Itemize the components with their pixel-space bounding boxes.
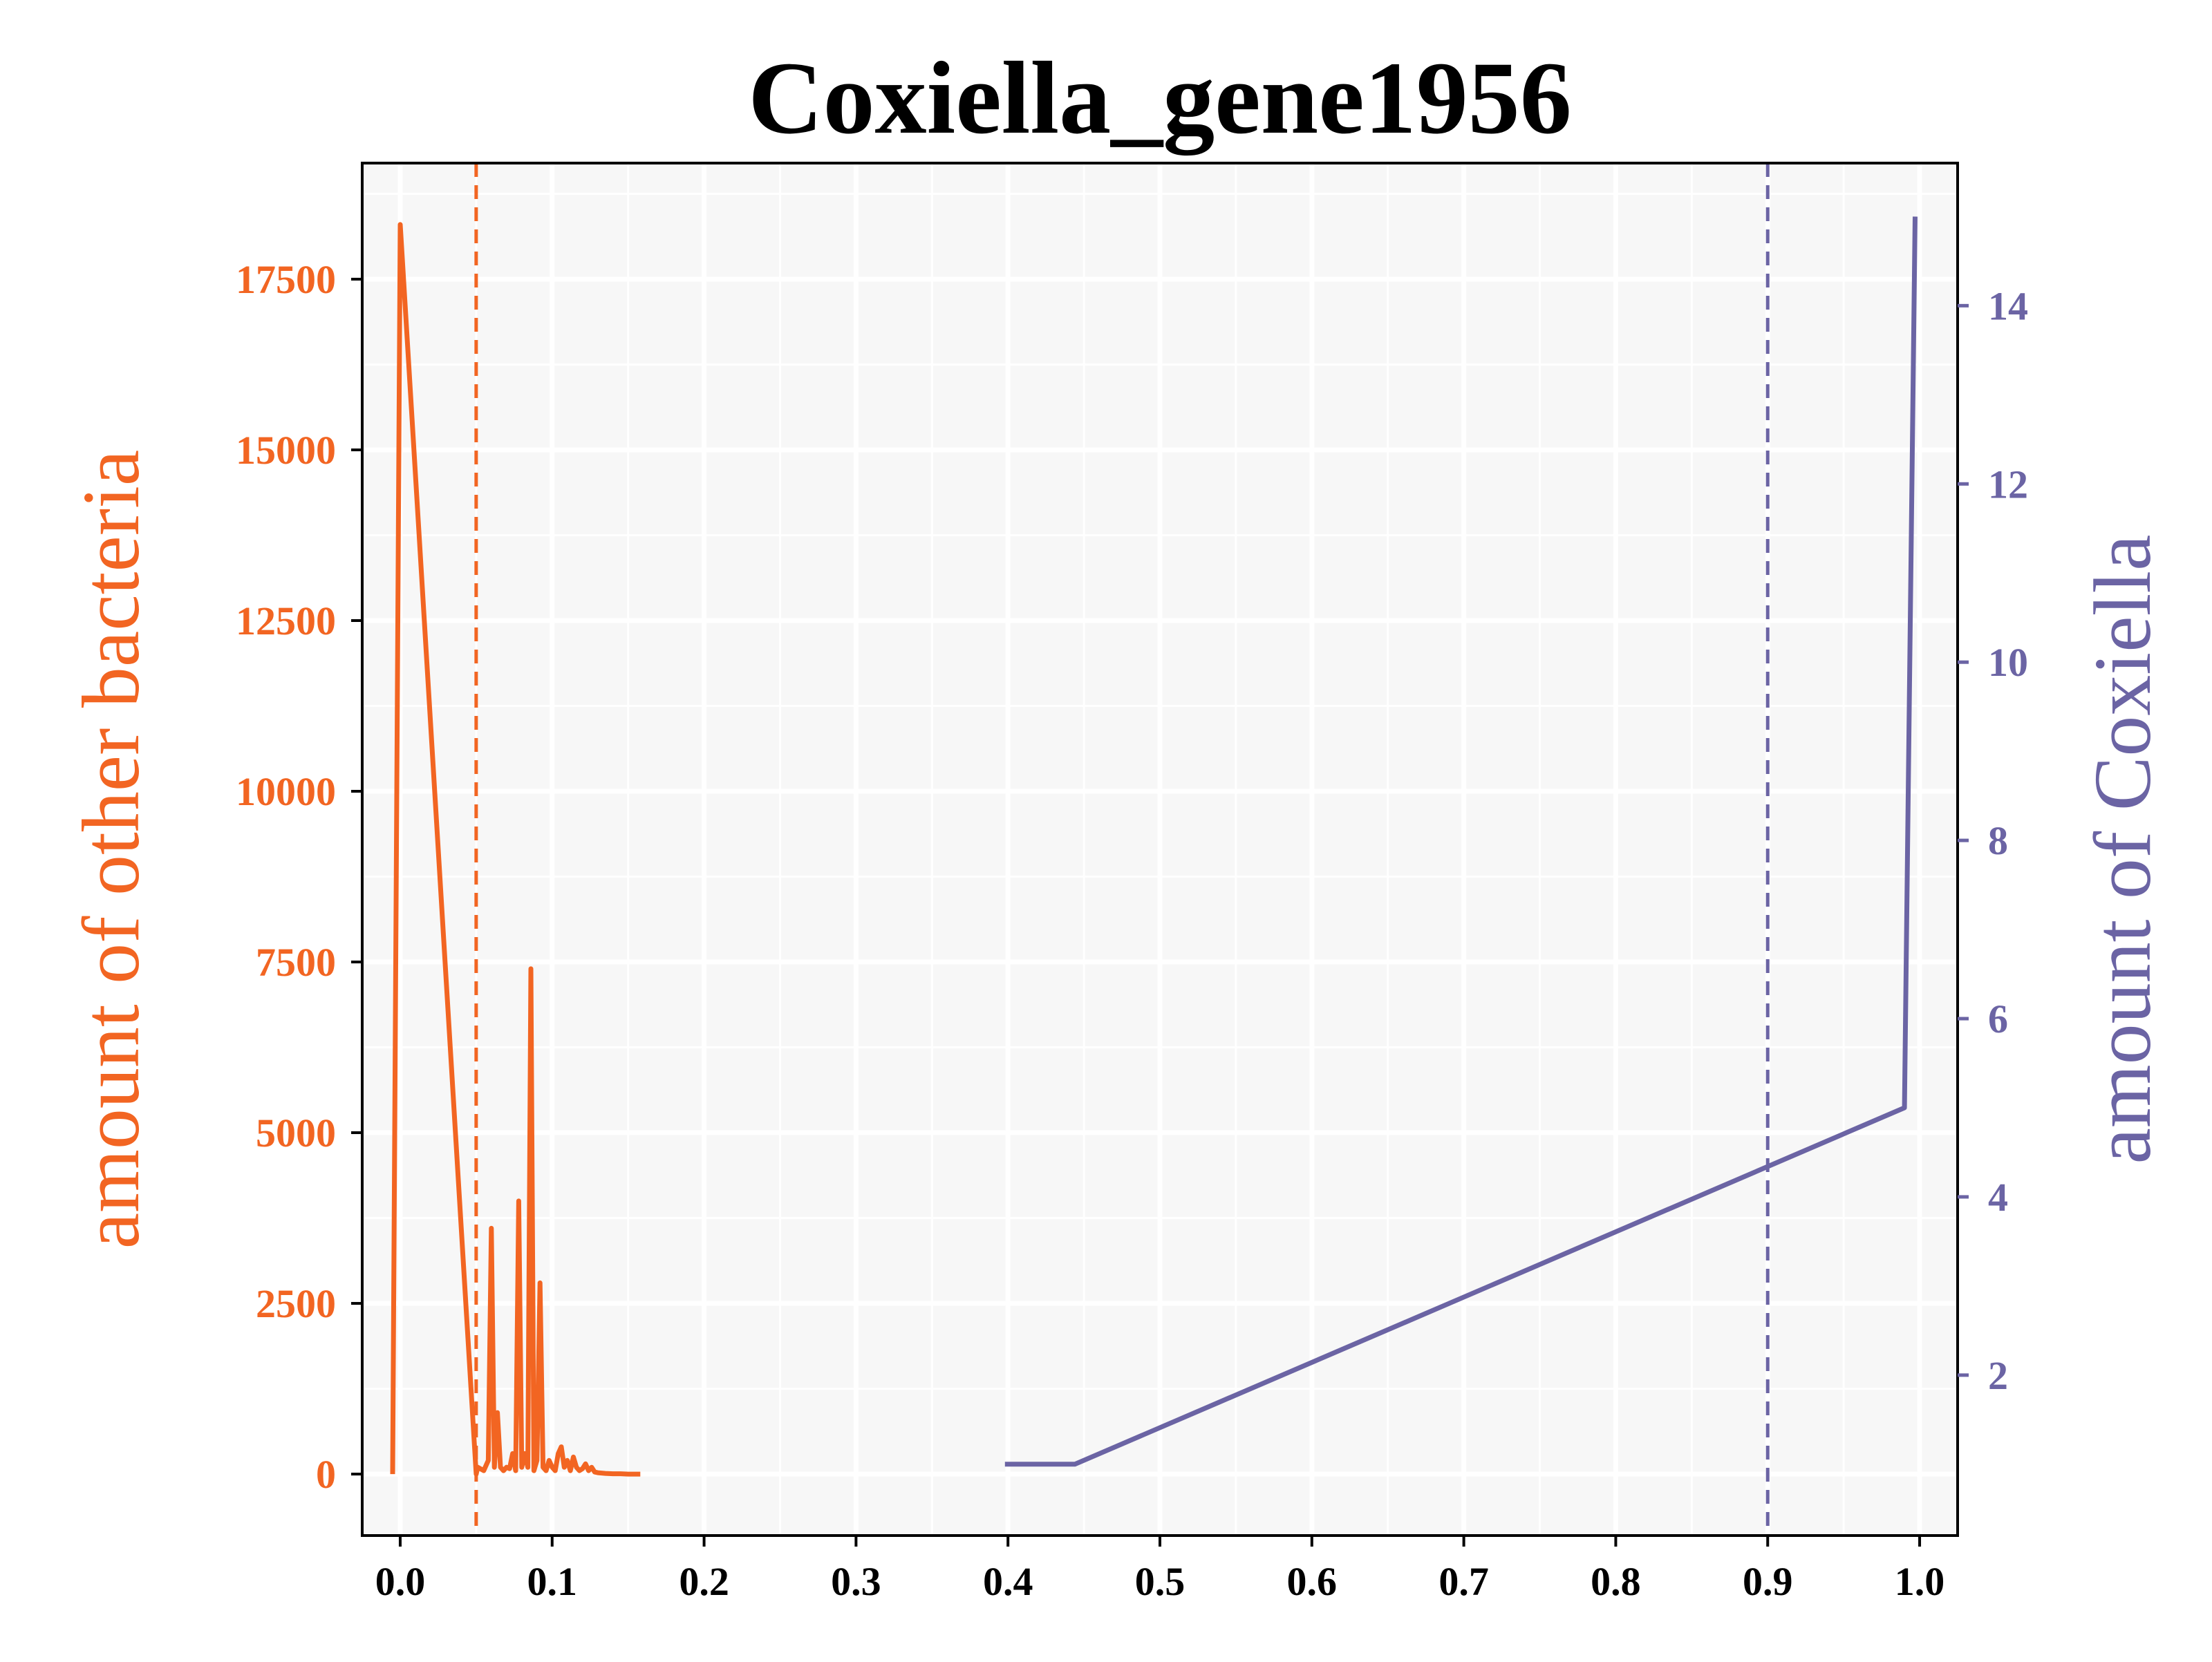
left-tick-label: 7500	[256, 940, 336, 985]
right-axis-label: amount of Coxiella	[2077, 534, 2168, 1164]
left-axis-label: amount of other bacteria	[66, 450, 156, 1249]
x-tick-label: 0.1	[527, 1559, 578, 1604]
right-tick-label: 4	[1988, 1175, 2008, 1220]
chart-title: Coxiella_gene1956	[748, 41, 1572, 155]
coxiella-line	[1004, 216, 1918, 1467]
x-tick-label: 1.0	[1895, 1559, 1945, 1604]
series-group	[390, 216, 1918, 1477]
left-tick-label: 15000	[236, 428, 336, 473]
x-tick-label: 0.8	[1591, 1559, 1641, 1604]
grid	[362, 163, 1958, 1536]
right-tick-label: 6	[1988, 997, 2008, 1041]
right-axis-ticks: 2 4 6 8 10 12 14	[1958, 283, 2028, 1398]
vertical-reference-lines	[474, 163, 1770, 1536]
left-tick-label: 0	[316, 1452, 336, 1497]
x-tick-label: 0.2	[679, 1559, 729, 1604]
x-axis-ticks: 0.0 0.1 0.2 0.3 0.4 0.5 0.6 0.7 0.8 0.9 1.0	[375, 1536, 1945, 1604]
left-tick-label: 2500	[256, 1281, 336, 1326]
right-tick-label: 8	[1988, 818, 2008, 863]
x-tick-label: 0.3	[831, 1559, 881, 1604]
left-tick-label: 12500	[236, 598, 336, 643]
x-tick-label: 0.0	[375, 1559, 426, 1604]
left-tick-label: 10000	[236, 769, 336, 814]
x-tick-label: 0.7	[1438, 1559, 1489, 1604]
right-tick-label: 12	[1988, 462, 2028, 507]
right-tick-label: 2	[1988, 1353, 2008, 1398]
right-tick-label: 14	[1988, 283, 2028, 328]
left-axis-ticks: 0 2500 5000 7500 10000 12500 15000 17500	[236, 257, 362, 1497]
x-tick-label: 0.4	[983, 1559, 1033, 1604]
left-tick-label: 17500	[236, 257, 336, 302]
right-tick-label: 10	[1988, 640, 2028, 685]
x-tick-label: 0.6	[1287, 1559, 1338, 1604]
left-tick-label: 5000	[256, 1111, 336, 1155]
x-tick-label: 0.5	[1135, 1559, 1185, 1604]
x-tick-label: 0.9	[1743, 1559, 1793, 1604]
other-bacteria-line	[390, 222, 641, 1477]
